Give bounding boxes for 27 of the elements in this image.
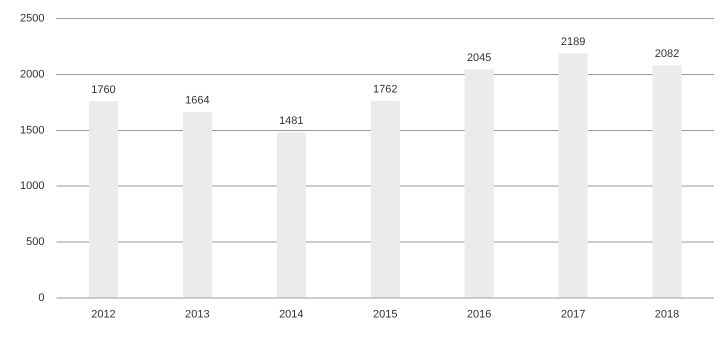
data-label: 1664 bbox=[185, 94, 210, 106]
y-tick-label: 0 bbox=[38, 292, 44, 304]
x-tick-label: 2017 bbox=[560, 308, 586, 320]
y-tick-label: 1000 bbox=[20, 180, 44, 192]
y-tick-label: 2500 bbox=[20, 12, 44, 25]
x-tick-label: 2016 bbox=[466, 308, 492, 320]
bar bbox=[370, 101, 400, 298]
bar bbox=[88, 101, 118, 298]
x-tick-label: 2015 bbox=[372, 308, 398, 320]
y-tick-label: 1500 bbox=[20, 124, 44, 136]
bar bbox=[652, 65, 682, 298]
x-tick-label: 2012 bbox=[91, 308, 116, 320]
y-tick-label: 500 bbox=[26, 236, 44, 248]
data-label: 1481 bbox=[279, 114, 304, 127]
data-label: 1762 bbox=[372, 84, 398, 96]
bar bbox=[276, 132, 306, 298]
data-label: 2189 bbox=[560, 36, 586, 48]
bar bbox=[182, 112, 212, 298]
bar bbox=[464, 69, 494, 298]
data-label: 2082 bbox=[654, 48, 680, 60]
y-tick-label: 2000 bbox=[20, 68, 44, 80]
x-tick-label: 2018 bbox=[654, 308, 680, 320]
x-tick-label: 2014 bbox=[279, 308, 304, 320]
bar bbox=[558, 53, 588, 298]
x-tick-label: 2013 bbox=[185, 308, 210, 320]
data-label: 2045 bbox=[466, 52, 492, 64]
data-label: 1760 bbox=[91, 84, 116, 96]
